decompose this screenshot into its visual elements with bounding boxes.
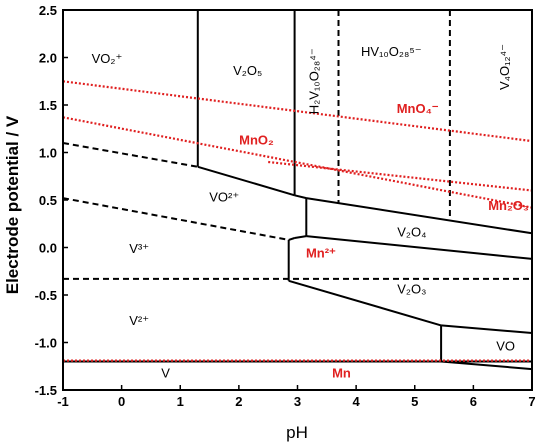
v-boundary-line [62, 142, 198, 168]
v-species-label: V [161, 365, 170, 380]
v-species-label: V₂O₄ [397, 225, 426, 240]
y-tick-label: 2.0 [39, 51, 57, 66]
x-tick-label: 1 [177, 394, 184, 409]
mn-species-label: Mn²⁺ [306, 246, 336, 261]
v-boundary-line [306, 235, 533, 260]
v-boundary-line [294, 235, 307, 239]
v-species-label: VO²⁺ [209, 190, 239, 205]
y-tick-label: 1.5 [39, 98, 57, 113]
x-tick-label: 7 [528, 394, 535, 409]
v-boundary-line [306, 197, 533, 235]
v-boundary-line [294, 194, 307, 200]
x-axis-title: pH [286, 423, 308, 442]
mn-species-label: MnO₂ [239, 133, 274, 148]
x-tick-label: 6 [470, 394, 477, 409]
v-species-label: H₂V₁₀O₂₈⁴⁻ [307, 48, 322, 114]
y-tick-label: 1.0 [39, 146, 57, 161]
y-axis-ticks: -1.5 -1.0 -0.5 0.0 0.5 1.0 1.5 2.0 2.5 [35, 3, 68, 398]
mn-species-label: Mn [332, 365, 351, 380]
y-tick-label: -1.5 [35, 383, 57, 398]
mn-species-label: MnO₄⁻ [397, 101, 439, 116]
y-tick-label: -1.0 [35, 336, 57, 351]
v-boundary-line [441, 324, 533, 334]
v-boundary-line [197, 165, 295, 197]
v-species-label: V₂O₅ [233, 63, 262, 78]
x-tick-label: 3 [294, 394, 301, 409]
v-species-label: V²⁺ [129, 313, 149, 328]
plot-frame [62, 9, 533, 391]
y-tick-label: 0.0 [39, 241, 57, 256]
mn-boundary-line [62, 116, 533, 209]
v-species-label: V₄O₁₂⁴⁻ [497, 44, 512, 90]
y-axis-title: Electrode potential / V [3, 115, 22, 294]
y-tick-label: 0.5 [39, 193, 57, 208]
y-tick-label: -0.5 [35, 288, 57, 303]
v-boundary-line [288, 237, 295, 241]
mn-boundary-line [62, 80, 533, 143]
v-boundary-line [62, 197, 289, 241]
mn-species-label: Mn₂O₃ [488, 198, 529, 213]
v-species-label: V₂O₃ [397, 282, 426, 297]
x-tick-label: 4 [353, 394, 361, 409]
x-tick-label: 2 [235, 394, 242, 409]
mn-boundary-line [268, 160, 533, 192]
v-species-label: VO₂⁺ [92, 51, 123, 66]
x-tick-label: 5 [411, 394, 418, 409]
v-species-label: VO [496, 339, 515, 354]
plot-area: VO₂⁺ V₂O₅ H₂V₁₀O₂₈⁴⁻ HV₁₀O₂₈⁵⁻ V₄O₁₂⁴⁻ VO²⁺ V³… [62, 10, 533, 380]
v-species-label: V³⁺ [129, 241, 149, 256]
v-species-label: HV₁₀O₂₈⁵⁻ [361, 44, 422, 59]
x-axis-ticks: -1 0 1 2 3 4 5 6 7 [57, 385, 536, 409]
x-tick-label: -1 [57, 394, 69, 409]
y-tick-label: 2.5 [39, 3, 57, 18]
x-tick-label: 0 [118, 394, 125, 409]
v-boundary-line [441, 360, 533, 371]
v-boundary-line [288, 279, 442, 327]
